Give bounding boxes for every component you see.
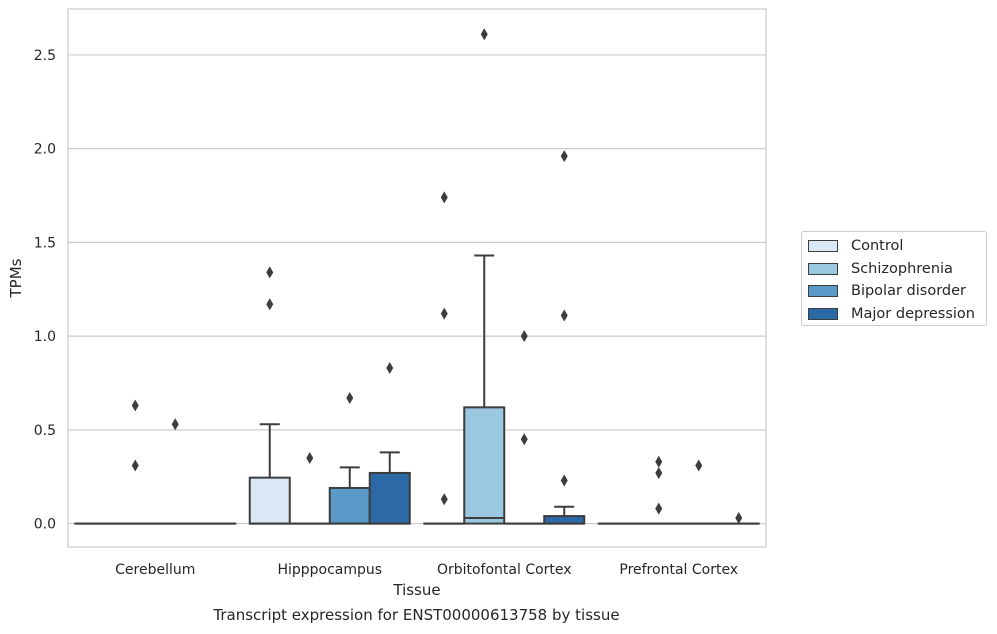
legend-label: Bipolar disorder (851, 283, 966, 300)
legend-label: Control (851, 238, 904, 255)
y-tick-labels: 0.0 0.5 1.0 1.5 2.0 2.5 (34, 48, 56, 533)
box-major-depression (368, 361, 411, 525)
outlier-point (480, 28, 488, 41)
outlier-point (520, 433, 528, 446)
outlier-point (655, 455, 663, 468)
outlier-point (346, 391, 354, 404)
box-control (248, 266, 291, 525)
legend-swatch (808, 285, 838, 298)
gridlines (68, 54, 766, 525)
box-control (423, 191, 466, 525)
legend-swatch (808, 307, 838, 320)
outlier-point (171, 418, 179, 431)
chart-caption: Transcript expression for ENST0000061375… (213, 606, 620, 624)
legend-item: Schizophrenia (802, 258, 986, 281)
box (543, 515, 586, 525)
outlier-point (440, 493, 448, 506)
y-tick-label: 1.0 (34, 329, 56, 345)
outlier-point (266, 266, 274, 279)
x-axis-label: Tissue (392, 581, 440, 599)
box-series (74, 28, 760, 525)
outlier-point (440, 307, 448, 320)
outlier-point (655, 502, 663, 515)
box-bipolar-disorder (677, 459, 720, 525)
legend-swatch (808, 240, 838, 253)
x-tick-label: Orbitofontal Cortex (437, 562, 572, 578)
box-bipolar-disorder (328, 391, 371, 525)
x-tick-labels: Cerebellum Hipppocampus Orbitofontal Corte… (115, 562, 738, 578)
box-major-depression (717, 511, 760, 525)
y-tick-label: 2.0 (34, 142, 56, 158)
outlier-point (440, 191, 448, 204)
box-schizophrenia (637, 455, 680, 525)
legend-item: Control (802, 235, 986, 258)
outlier-point (695, 459, 703, 472)
box-schizophrenia (463, 28, 506, 525)
outlier-point (306, 451, 314, 464)
outlier-point (735, 511, 743, 524)
y-tick-label: 0.5 (34, 423, 56, 439)
box-bipolar-disorder (154, 418, 197, 525)
outlier-point (560, 474, 568, 487)
x-tick-label: Prefrontal Cortex (619, 562, 738, 578)
outlier-point (560, 150, 568, 163)
y-axis-label: TPMs (7, 258, 25, 298)
legend-swatch (808, 262, 838, 275)
legend-label: Schizophrenia (851, 260, 953, 277)
box-major-depression (543, 150, 586, 525)
box-bipolar-disorder (503, 330, 546, 525)
legend-item: Major depression (802, 303, 986, 326)
box-schizophrenia (288, 451, 331, 525)
outlier-point (131, 399, 139, 412)
x-tick-label: Cerebellum (115, 562, 195, 578)
outlier-point (560, 309, 568, 322)
y-tick-label: 1.5 (34, 235, 56, 251)
outlier-point (386, 361, 394, 374)
plot-frame (67, 8, 767, 548)
outlier-point (655, 466, 663, 479)
legend-label: Major depression (851, 305, 975, 322)
box-schizophrenia (114, 399, 157, 525)
x-tick-label: Hipppocampus (277, 562, 382, 578)
box (248, 476, 291, 525)
outlier-point (266, 298, 274, 311)
y-tick-label: 2.5 (34, 48, 56, 64)
outlier-point (520, 330, 528, 343)
outlier-point (131, 459, 139, 472)
y-tick-label: 0.0 (34, 517, 56, 533)
box (368, 471, 411, 525)
legend: Control Schizophrenia Bipolar disorder Majo… (801, 231, 987, 326)
legend-item: Bipolar disorder (802, 280, 986, 303)
box (463, 406, 506, 525)
box (328, 486, 371, 525)
